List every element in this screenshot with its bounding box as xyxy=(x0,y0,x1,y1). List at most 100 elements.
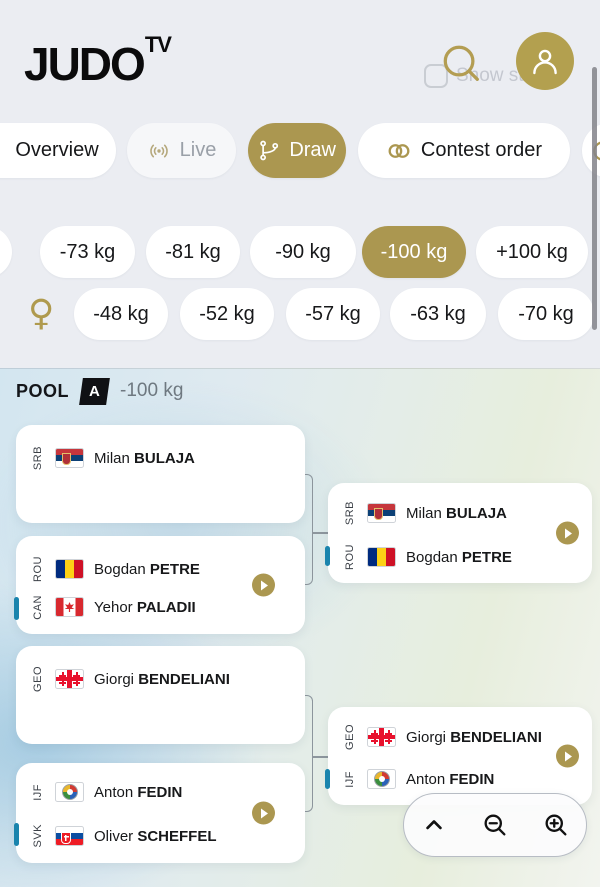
player-name: Giorgi BENDELIANI xyxy=(94,671,230,688)
draw-bracket-icon xyxy=(260,140,279,161)
zoom-out-button[interactable] xyxy=(477,807,513,843)
tab-overview[interactable]: Overview xyxy=(0,123,116,178)
tab-draw[interactable]: Draw xyxy=(248,123,346,178)
country-code: GEO xyxy=(344,724,356,750)
chevron-up-icon xyxy=(426,820,443,830)
last-name: BULAJA xyxy=(446,504,507,522)
weight-90kg[interactable]: -90 kg xyxy=(250,226,356,278)
bracket-zoom-controls xyxy=(403,793,587,857)
player-slot: ROU Bogdan PETRE xyxy=(32,552,293,586)
search-icon xyxy=(443,45,479,81)
first-name: Giorgi xyxy=(94,670,135,688)
match-card-r1-2[interactable]: ROU Bogdan PETRE CAN Yehor PALADII xyxy=(16,536,305,634)
pool-weight-label: -100 kg xyxy=(120,380,184,401)
tab-label: Live xyxy=(179,139,217,161)
weight-63kg[interactable]: -63 kg xyxy=(390,288,486,340)
zoom-in-icon xyxy=(545,814,567,836)
play-icon xyxy=(565,751,572,761)
weight-plus100kg[interactable]: +100 kg xyxy=(476,226,588,278)
last-name: BENDELIANI xyxy=(138,670,230,688)
weight-100kg-selected[interactable]: -100 kg xyxy=(362,226,466,278)
last-name: FEDIN xyxy=(449,770,495,788)
profile-button[interactable] xyxy=(516,32,574,90)
first-name: Giorgi xyxy=(406,728,447,746)
weight-label: -73 kg xyxy=(59,240,116,263)
player-name: Yehor PALADII xyxy=(94,599,196,616)
bracket-connector xyxy=(305,474,313,585)
weight-66kg[interactable]: -66 kg xyxy=(0,226,12,278)
weight-label: -48 kg xyxy=(93,302,149,325)
flag-rou-icon xyxy=(367,547,396,567)
weight-label: +100 kg xyxy=(496,240,568,263)
country-code: IJF xyxy=(344,770,356,788)
first-name: Bogdan xyxy=(94,560,146,578)
judotv-logo: JUDOTV xyxy=(24,32,172,91)
scrollbar[interactable] xyxy=(592,67,597,330)
player-slot: SRB Milan BULAJA xyxy=(344,496,580,530)
pool-label: POOL xyxy=(16,380,70,401)
weight-label: -63 kg xyxy=(410,302,466,325)
match-marker xyxy=(325,546,330,566)
player-name: Bogdan PETRE xyxy=(406,549,512,566)
weight-81kg[interactable]: -81 kg xyxy=(146,226,240,278)
bracket-connector-branch xyxy=(313,756,328,758)
player-slot: SVK Oliver SCHEFFEL xyxy=(32,819,293,853)
tab-contest-order[interactable]: Contest order xyxy=(358,123,570,178)
match-card-r2-2[interactable]: GEO Giorgi BENDELIANI IJF Anton FEDIN xyxy=(328,707,592,805)
player-slot: GEO Giorgi BENDELIANI xyxy=(344,720,580,754)
first-name: Oliver xyxy=(94,827,134,845)
match-card-r2-1[interactable]: SRB Milan BULAJA ROU Bogdan PETRE xyxy=(328,483,592,583)
match-card-r1-4[interactable]: IJF Anton FEDIN SVK Oliver SCHEFFEL xyxy=(16,763,305,863)
flag-rou-icon xyxy=(55,559,84,579)
play-icon xyxy=(261,580,268,590)
tab-label: Contest order xyxy=(420,139,543,161)
player-name: Anton FEDIN xyxy=(94,784,182,801)
match-marker xyxy=(14,597,19,620)
play-icon xyxy=(261,808,268,818)
play-video-button[interactable] xyxy=(556,744,579,768)
play-video-button[interactable] xyxy=(252,573,275,597)
player-slot: IJF Anton FEDIN xyxy=(344,762,580,796)
player-name: Milan BULAJA xyxy=(94,450,195,467)
player-name: Anton FEDIN xyxy=(406,771,494,788)
player-slot: IJF Anton FEDIN xyxy=(32,775,293,809)
country-code: ROU xyxy=(344,544,356,570)
country-code: CAN xyxy=(32,594,44,620)
first-name: Anton xyxy=(406,770,446,788)
flag-geo-icon xyxy=(367,727,396,747)
match-card-r1-3[interactable]: GEO Giorgi BENDELIANI xyxy=(16,646,305,744)
country-code: SRB xyxy=(344,500,356,526)
bracket-connector xyxy=(305,695,313,812)
user-icon xyxy=(533,49,557,75)
tab-live[interactable]: Live xyxy=(127,123,236,178)
weight-label: -52 kg xyxy=(199,302,255,325)
tab-label: Overview xyxy=(15,139,99,161)
search-button[interactable] xyxy=(438,40,484,86)
weight-70kg[interactable]: -70 kg xyxy=(498,288,594,340)
collapse-button[interactable] xyxy=(416,807,452,843)
weight-52kg[interactable]: -52 kg xyxy=(180,288,274,340)
first-name: Milan xyxy=(94,449,130,467)
last-name: FEDIN xyxy=(137,783,183,801)
tab-partial[interactable] xyxy=(582,123,600,178)
weight-label: -70 kg xyxy=(518,302,574,325)
weight-73kg[interactable]: -73 kg xyxy=(40,226,135,278)
play-video-button[interactable] xyxy=(252,801,275,825)
player-slot: SRB Milan BULAJA xyxy=(32,441,293,475)
play-video-button[interactable] xyxy=(556,521,579,545)
logo-text: JUDO xyxy=(24,38,146,90)
live-broadcast-icon xyxy=(149,144,168,157)
match-card-r1-1[interactable]: SRB Milan BULAJA xyxy=(16,425,305,523)
female-icon: ♀ xyxy=(28,293,55,334)
player-name: Milan BULAJA xyxy=(406,505,507,522)
match-marker xyxy=(325,769,330,789)
weight-57kg[interactable]: -57 kg xyxy=(286,288,380,340)
first-name: Anton xyxy=(94,783,134,801)
play-icon xyxy=(565,528,572,538)
match-marker xyxy=(14,823,19,846)
zoom-in-button[interactable] xyxy=(538,807,574,843)
pool-badge-a: A xyxy=(79,377,110,405)
player-slot: GEO Giorgi BENDELIANI xyxy=(32,662,293,696)
weight-48kg[interactable]: -48 kg xyxy=(74,288,168,340)
